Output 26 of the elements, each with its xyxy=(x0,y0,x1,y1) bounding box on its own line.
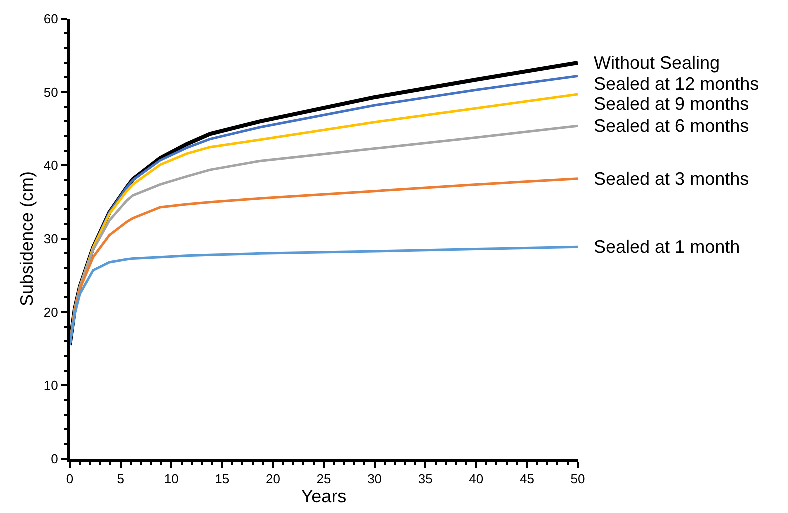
x-tick-label: 50 xyxy=(570,472,586,487)
y-tick-label: 0 xyxy=(51,452,58,467)
x-tick-label: 0 xyxy=(66,472,74,487)
x-tick-label: 20 xyxy=(266,472,280,487)
y-tick-label: 50 xyxy=(44,84,58,100)
series-label: Without Sealing xyxy=(594,53,720,73)
series-label: Sealed at 6 months xyxy=(594,116,750,136)
y-tick-label: 20 xyxy=(44,304,58,320)
x-tick-label: 5 xyxy=(117,472,124,487)
series-label: Sealed at 9 months xyxy=(594,94,750,114)
y-tick-label: 60 xyxy=(44,12,58,27)
x-axis-title: Years xyxy=(301,486,347,507)
x-tick-label: 25 xyxy=(316,472,332,487)
series-label: Sealed at 1 month xyxy=(594,237,740,257)
y-axis-title: Subsidence (cm) xyxy=(17,171,38,307)
y-tick-label: 10 xyxy=(44,378,58,394)
x-tick-label: 30 xyxy=(368,472,382,487)
x-tick-label: 45 xyxy=(520,472,534,487)
series-label: Sealed at 3 months xyxy=(594,169,750,189)
y-tick-label: 40 xyxy=(44,158,58,174)
x-tick-label: 35 xyxy=(418,472,433,487)
y-tick-label: 30 xyxy=(44,232,58,247)
x-tick-label: 15 xyxy=(215,472,230,487)
series-label: Sealed at 12 months xyxy=(594,74,760,94)
x-tick-label: 40 xyxy=(469,472,484,487)
x-tick-label: 10 xyxy=(164,472,179,487)
